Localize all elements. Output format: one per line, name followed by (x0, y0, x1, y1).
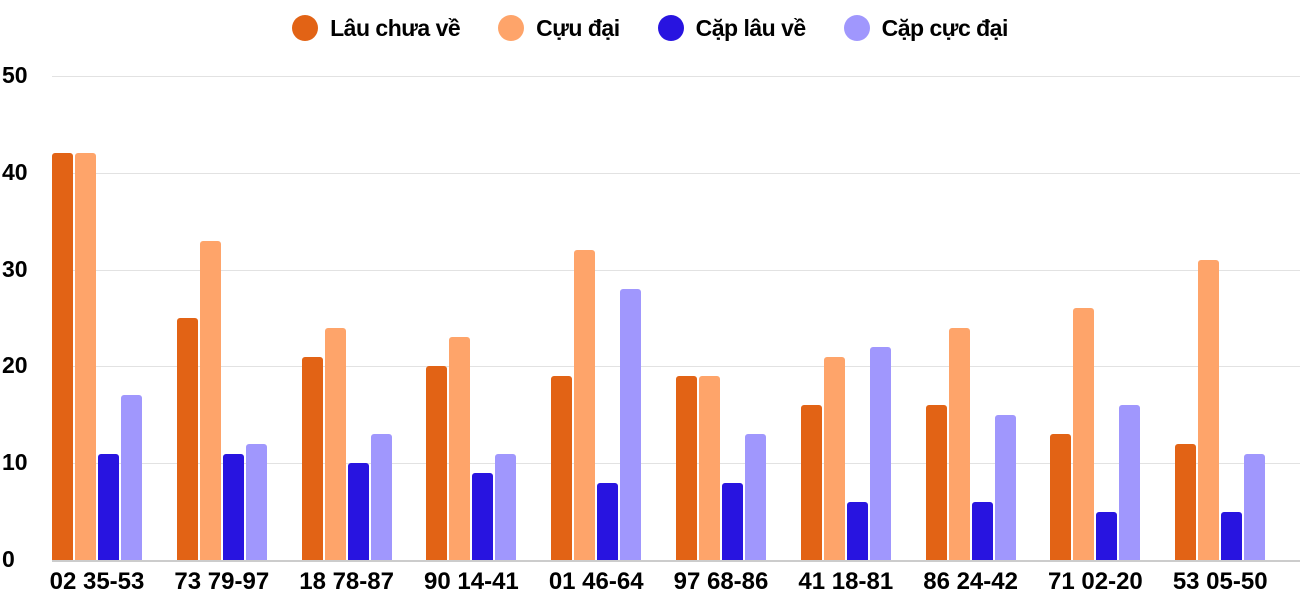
bar[interactable] (948, 327, 970, 560)
bar[interactable] (199, 240, 221, 560)
bar[interactable] (971, 501, 993, 560)
legend-label: Cựu đại (536, 14, 620, 41)
bar[interactable] (222, 453, 244, 560)
bar[interactable] (620, 288, 642, 560)
bar[interactable] (472, 472, 494, 560)
bar[interactable] (301, 356, 323, 560)
gridline (52, 172, 1300, 174)
bar[interactable] (823, 356, 845, 560)
bar[interactable] (449, 337, 471, 560)
bar[interactable] (869, 347, 891, 560)
bar[interactable] (1050, 434, 1072, 560)
legend-swatch-icon (292, 15, 319, 41)
x-axis-line (52, 560, 1300, 562)
bar[interactable] (551, 376, 573, 560)
bar[interactable] (1244, 453, 1266, 560)
bar[interactable] (597, 482, 619, 560)
bar[interactable] (176, 318, 198, 560)
bar[interactable] (52, 153, 73, 560)
x-axis-category-label: 73 79-97 (174, 568, 270, 595)
y-axis-tick-label: 40 (2, 158, 28, 185)
bar[interactable] (846, 501, 868, 560)
y-axis-tick-label: 0 (2, 546, 15, 572)
x-axis-category-label: 02 35-53 (49, 568, 145, 595)
bar[interactable] (925, 405, 947, 560)
bar[interactable] (75, 153, 96, 560)
y-axis-tick-label: 20 (2, 352, 28, 379)
bar[interactable] (1175, 443, 1197, 560)
x-axis-category-label: 90 14-41 (424, 568, 519, 595)
x-axis-category-label: 53 05-50 (1172, 568, 1268, 595)
bar[interactable] (98, 453, 119, 560)
bar[interactable] (495, 453, 517, 560)
legend-label: Cặp cực đại (881, 14, 1009, 41)
legend-item-cap-lau-ve[interactable]: Cặp lâu về (657, 14, 807, 42)
bar[interactable] (426, 366, 448, 560)
y-axis-tick-label: 10 (2, 449, 28, 476)
x-axis-category-label: 41 18-81 (798, 568, 894, 595)
legend-item-lau-chua-ve[interactable]: Lâu chưa về (292, 14, 461, 42)
bar[interactable] (699, 376, 720, 560)
legend-swatch-icon (843, 15, 870, 41)
bar[interactable] (324, 327, 346, 560)
bar[interactable] (745, 434, 766, 560)
bar[interactable] (1096, 511, 1118, 560)
bar[interactable] (1119, 405, 1141, 560)
legend-item-cuu-dai[interactable]: Cựu đại (498, 14, 620, 42)
x-axis-category-label: 71 02-20 (1048, 568, 1143, 595)
bar[interactable] (994, 414, 1016, 560)
legend-label: Lâu chưa về (330, 14, 461, 41)
legend-item-cap-cuc-dai[interactable]: Cặp cực đại (843, 14, 1009, 42)
gridline (52, 76, 1300, 77)
x-axis-category-label: 97 68-86 (673, 568, 769, 595)
gridline (52, 366, 1300, 368)
y-axis-tick-label: 50 (2, 62, 28, 88)
legend-label: Cặp lâu về (695, 14, 807, 41)
x-axis-category-label: 86 24-42 (923, 568, 1018, 595)
bar[interactable] (800, 405, 822, 560)
x-axis-category-label: 18 78-87 (299, 568, 394, 595)
y-axis-tick-label: 30 (2, 255, 28, 282)
bar[interactable] (370, 434, 392, 560)
chart-legend: Lâu chưa về Cựu đại Cặp lâu về Cặp cực đ… (0, 8, 1300, 48)
x-axis-category-label: 01 46-64 (548, 568, 644, 595)
bar[interactable] (574, 250, 596, 560)
legend-swatch-icon (657, 15, 684, 41)
bar[interactable] (1198, 259, 1220, 560)
bar[interactable] (1221, 511, 1243, 560)
bar[interactable] (722, 482, 743, 560)
legend-swatch-icon (498, 15, 525, 41)
bar[interactable] (245, 443, 267, 560)
bar[interactable] (676, 376, 697, 560)
bar[interactable] (347, 463, 369, 560)
gridline (52, 269, 1300, 271)
bar[interactable] (121, 395, 142, 560)
bar[interactable] (1073, 308, 1095, 560)
